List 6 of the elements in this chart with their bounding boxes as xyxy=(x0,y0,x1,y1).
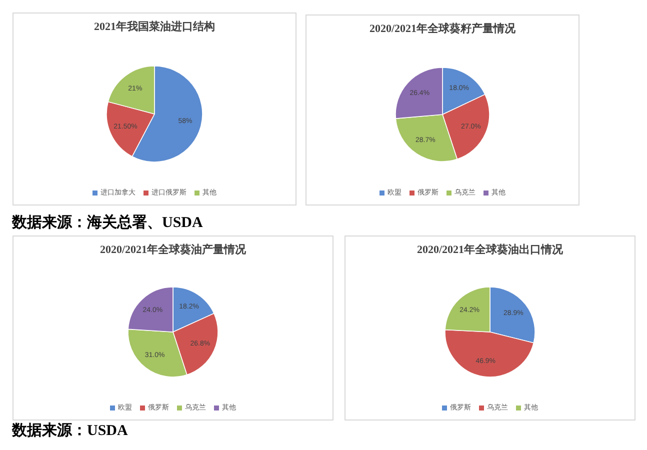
chart-title: 2020/2021年全球葵油出口情况 xyxy=(416,243,564,256)
chart-title: 2020/2021年全球葵籽产量情况 xyxy=(369,22,517,35)
source-note: 数据来源：USDA xyxy=(11,422,128,439)
chart-title: 2021年我国菜油进口结构 xyxy=(94,20,215,33)
chart-title: 2020/2021年全球葵油产量情况 xyxy=(100,243,248,256)
source-note: 数据来源：海关总署、USDA xyxy=(11,214,204,231)
